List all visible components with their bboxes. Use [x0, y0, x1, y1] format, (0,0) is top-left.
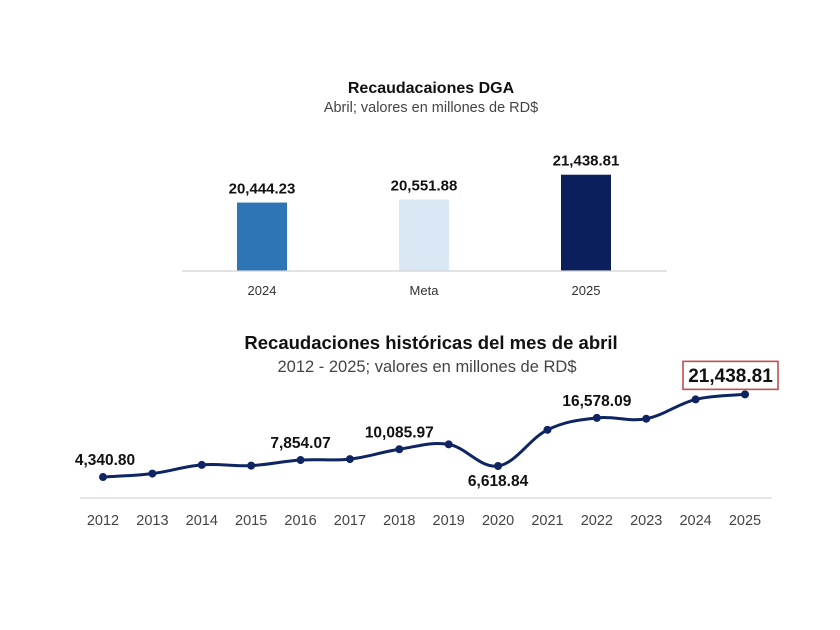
line-series: 2012 2013 2014 2015 2016 2017 2018 2019 2020 2021…: [75, 360, 779, 529]
x-tick-label: 2017: [334, 513, 366, 529]
x-tick-label: 2015: [235, 513, 267, 529]
x-tick-label: 2019: [433, 513, 465, 529]
x-tick-label: 2020: [482, 513, 514, 529]
data-point-2025: [741, 390, 749, 399]
line-chart-subtitle: 2012 - 2025; valores en millones de RD$: [277, 358, 576, 376]
bar-chart-title: Recaudacaiones DGA: [348, 80, 515, 97]
data-point-2020: [494, 462, 503, 471]
data-point-2014: [197, 460, 206, 469]
data-point-2013: [148, 469, 157, 478]
point-value-label: 10,085.97: [365, 424, 434, 441]
highlight-box: [682, 360, 779, 391]
data-point-2022: [592, 413, 601, 422]
data-point-2021: [543, 425, 552, 434]
data-point-2015: [247, 461, 256, 470]
x-tick-label: 2025: [729, 513, 761, 529]
bar-chart: Recaudacaiones DGA Abril; valores en mil…: [182, 80, 667, 298]
x-tick-label: 2023: [630, 513, 662, 529]
data-point-2017: [345, 455, 354, 464]
x-tick-label: 2024: [679, 513, 711, 529]
x-tick-label: 2012: [87, 513, 119, 529]
point-value-label: 6,618.84: [468, 473, 529, 490]
line-chart-title: Recaudaciones históricas del mes de abri…: [244, 332, 617, 353]
data-point-2023: [642, 414, 651, 423]
x-tick-label: 2014: [186, 513, 218, 529]
x-tick-label: 2018: [383, 513, 415, 529]
bar-2025: [561, 174, 611, 271]
point-value-label: 7,854.07: [270, 435, 330, 452]
bar-2024: [237, 202, 287, 271]
data-point-2019: [444, 440, 453, 449]
line-chart: Recaudaciones históricas del mes de abri…: [75, 332, 779, 529]
x-tick-label: 2021: [531, 513, 563, 529]
series-line: [101, 392, 747, 479]
bar-value-label: 20,444.23: [229, 181, 296, 198]
point-value-label: 4,340.80: [75, 452, 135, 469]
data-point-2024: [691, 395, 700, 404]
x-tick-label: 2022: [581, 513, 613, 529]
point-value-label: 16,578.09: [562, 393, 631, 410]
data-point-2016: [296, 456, 305, 465]
bar-category-label: Meta: [410, 283, 440, 298]
bar-category-label: 2024: [248, 283, 277, 298]
bar-meta: [399, 199, 449, 271]
data-point-2012: [99, 473, 107, 482]
bar-value-label: 20,551.88: [391, 178, 458, 195]
bar-chart-subtitle: Abril; valores en millones de RD$: [324, 100, 538, 116]
bar-value-label: 21,438.81: [553, 153, 620, 170]
x-tick-label: 2013: [136, 513, 168, 529]
bars: 20,444.23 2024 20,551.88 Meta 21,438.81 2025: [229, 153, 620, 298]
data-point-2018: [395, 445, 404, 454]
bar-category-label: 2025: [572, 283, 601, 298]
highlight-value-label: 21,438.81: [688, 366, 773, 387]
x-tick-label: 2016: [284, 513, 316, 529]
